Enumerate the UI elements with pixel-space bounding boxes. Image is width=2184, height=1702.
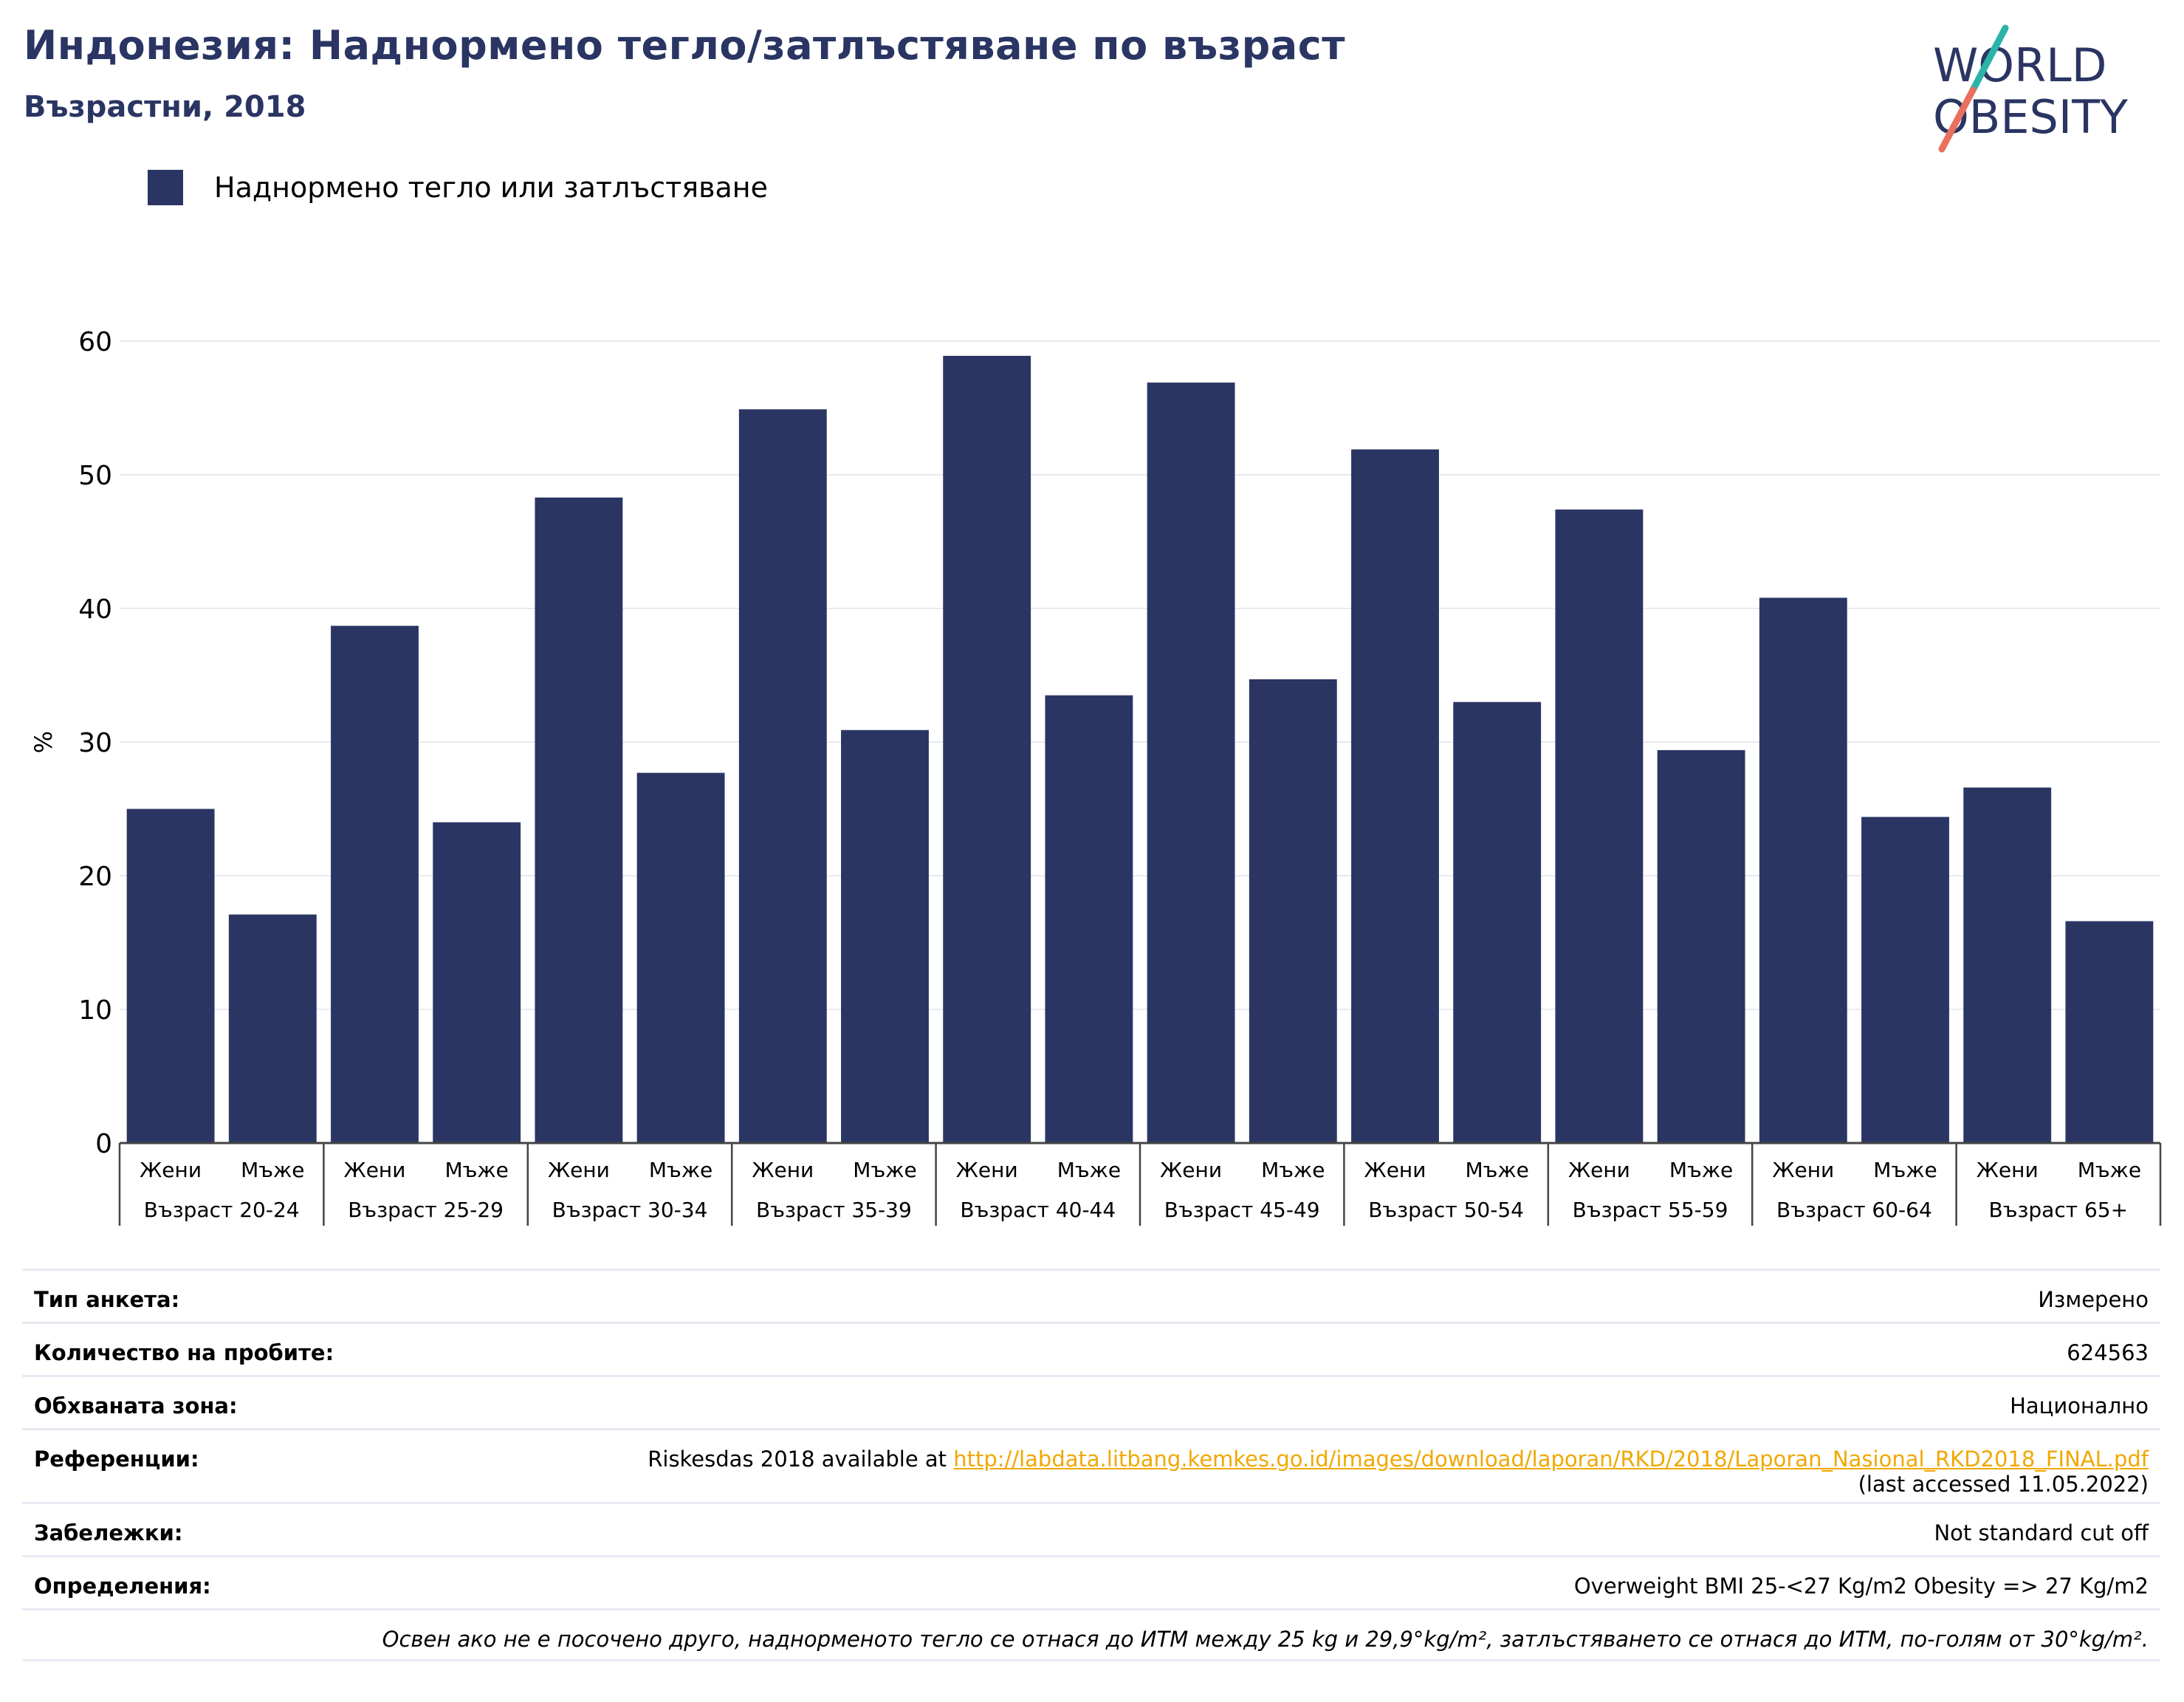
notes-label: Забележки: — [34, 1520, 183, 1545]
bar — [1555, 509, 1644, 1143]
y-tick-label: 40 — [78, 594, 112, 625]
footnote-text: Освен ако не е посочено друго, наднормен… — [382, 1627, 2149, 1652]
bar — [228, 914, 317, 1143]
x-tick-label: Мъже — [444, 1158, 508, 1182]
survey-type-value: Измерено — [2038, 1287, 2149, 1312]
bar — [1963, 787, 2052, 1143]
x-tick-label: Мъже — [853, 1158, 916, 1182]
group-label: Възраст 20-24 — [144, 1198, 300, 1222]
bar — [738, 409, 827, 1143]
references-link[interactable]: http://labdata.litbang.kemkes.go.id/imag… — [953, 1447, 2149, 1472]
x-tick-label: Жени — [1364, 1158, 1426, 1182]
bar — [535, 497, 623, 1143]
x-tick-label: Мъже — [649, 1158, 712, 1182]
group-label: Възраст 45-49 — [1164, 1198, 1320, 1222]
chart-subtitle: Възрастни, 2018 — [24, 90, 306, 124]
sample-size-value: 624563 — [2067, 1340, 2149, 1365]
group-label: Възраст 25-29 — [348, 1198, 504, 1222]
y-tick-label: 30 — [78, 728, 112, 758]
references-value: Riskesdas 2018 available at http://labda… — [648, 1447, 2149, 1497]
survey-type-label: Тип анкета: — [34, 1287, 180, 1312]
x-tick-label: Мъже — [1465, 1158, 1528, 1182]
x-tick-label: Жени — [956, 1158, 1018, 1182]
bar — [126, 809, 215, 1143]
x-tick-label: Жени — [1977, 1158, 2039, 1182]
legend-swatch — [148, 170, 183, 205]
x-tick-label: Мъже — [1873, 1158, 1937, 1182]
x-tick-label: Жени — [752, 1158, 814, 1182]
group-label: Възраст 60-64 — [1776, 1198, 1932, 1222]
references-label: Референции: — [34, 1447, 199, 1472]
bar — [433, 822, 521, 1143]
bar — [331, 625, 419, 1143]
x-tick-label: Жени — [1772, 1158, 1834, 1182]
x-tick-label: Мъже — [2078, 1158, 2141, 1182]
group-label: Възраст 55-59 — [1573, 1198, 1728, 1222]
info-row-notes: Забележки: Not standard cut off — [22, 1502, 2160, 1555]
bar — [1657, 749, 1745, 1143]
group-label: Възраст 35-39 — [756, 1198, 912, 1222]
svg-text:WORLD: WORLD — [1933, 38, 2106, 92]
group-label: Възраст 65+ — [1989, 1198, 2129, 1222]
x-tick-label: Мъже — [1057, 1158, 1121, 1182]
y-tick-label: 0 — [95, 1129, 112, 1159]
group-label: Възраст 40-44 — [960, 1198, 1116, 1222]
y-tick-label: 50 — [78, 461, 112, 491]
y-tick-label: 10 — [78, 995, 112, 1026]
info-row-references: Референции: Riskesdas 2018 available at … — [22, 1428, 2160, 1502]
area-label: Обхваната зона: — [34, 1393, 238, 1418]
legend-label: Наднормено тегло или затлъстяване — [214, 171, 768, 204]
bar — [1759, 597, 1847, 1143]
bar — [1147, 382, 1235, 1143]
bar — [1351, 449, 1439, 1143]
y-tick-label: 60 — [78, 327, 112, 357]
bar — [636, 772, 725, 1143]
info-table: Тип анкета: Измерено Количество на проби… — [22, 1269, 2160, 1661]
bar — [841, 730, 929, 1143]
info-row-area: Обхваната зона: Национално — [22, 1375, 2160, 1428]
info-row-survey-type: Тип анкета: Измерено — [22, 1269, 2160, 1322]
x-tick-label: Жени — [548, 1158, 610, 1182]
area-value: Национално — [2010, 1393, 2149, 1418]
y-axis-label: % — [30, 731, 58, 753]
x-tick-label: Жени — [344, 1158, 406, 1182]
x-tick-label: Мъже — [1669, 1158, 1733, 1182]
references-suffix: (last accessed 11.05.2022) — [1858, 1472, 2149, 1497]
sample-size-label: Количество на пробите: — [34, 1340, 334, 1365]
y-tick-label: 20 — [78, 862, 112, 892]
x-tick-label: Жени — [1160, 1158, 1222, 1182]
bar — [1861, 817, 1949, 1143]
group-label: Възраст 50-54 — [1368, 1198, 1524, 1222]
bar — [1453, 701, 1542, 1143]
x-tick-label: Жени — [140, 1158, 202, 1182]
info-row-definitions: Определения: Overweight BMI 25-<27 Kg/m2… — [22, 1555, 2160, 1608]
x-tick-label: Мъже — [1261, 1158, 1325, 1182]
info-row-sample-size: Количество на пробите: 624563 — [22, 1322, 2160, 1375]
x-tick-label: Жени — [1568, 1158, 1630, 1182]
bar — [1249, 679, 1337, 1143]
info-row-footnote: Освен ако не е посочено друго, наднормен… — [22, 1608, 2160, 1661]
world-obesity-logo: WORLD OBESITY — [1933, 24, 2128, 153]
chart-title: Индонезия: Наднормено тегло/затлъстяване… — [24, 22, 1346, 69]
x-tick-label: Мъже — [241, 1158, 304, 1182]
group-label: Възраст 30-34 — [552, 1198, 708, 1222]
references-prefix: Riskesdas 2018 available at — [648, 1447, 954, 1472]
bar — [943, 355, 1031, 1143]
bar-chart: 0 10 20 30 40 50 60% Жени Мъже Възраст 20-24 Жени М… — [30, 327, 2162, 1226]
bar — [1045, 695, 1133, 1143]
bar — [2065, 921, 2154, 1143]
legend: Наднормено тегло или затлъстяване — [148, 170, 768, 205]
definitions-label: Определения: — [34, 1574, 211, 1599]
definitions-value: Overweight BMI 25-<27 Kg/m2 Obesity => 2… — [1573, 1574, 2149, 1599]
notes-value: Not standard cut off — [1934, 1520, 2149, 1545]
